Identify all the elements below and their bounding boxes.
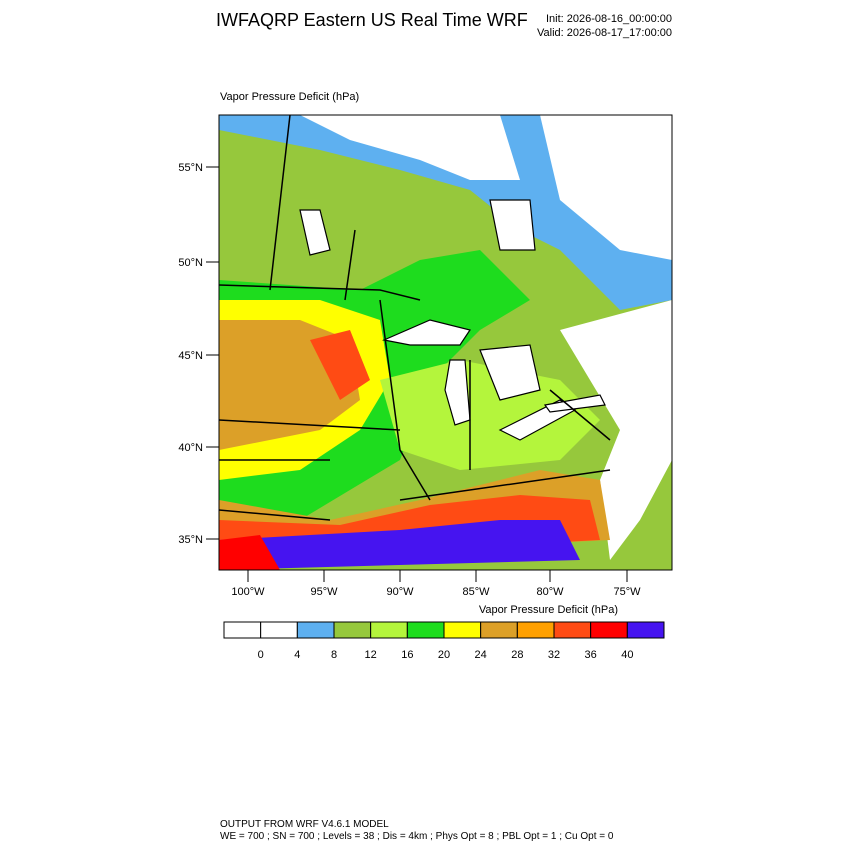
lon-label: 90°W [386,586,414,598]
colorbar-label: 28 [511,649,523,661]
colorbar-label: 32 [548,649,560,661]
colorbar-title: Vapor Pressure Deficit (hPa) [479,604,618,616]
lon-label: 100°W [231,586,265,598]
vpd-field [219,115,672,570]
colorbar-label: 24 [475,649,487,661]
colorbar-box [626,621,665,639]
colorbar-box [223,621,262,639]
colorbar-label: 8 [331,649,337,661]
colorbar-box [516,621,555,639]
colorbar-box [370,621,408,639]
lon-label: 95°W [310,586,338,598]
title: IWFAQRP Eastern US Real Time WRF [216,10,528,30]
colorbar-label: 40 [621,649,633,661]
colorbar-label: 20 [438,649,450,661]
lat-label: 55°N [178,162,203,174]
lat-label: 40°N [178,442,203,454]
colorbar-box [553,621,592,639]
lat-label: 45°N [178,350,203,362]
colorbar-label: 36 [585,649,597,661]
colorbar-box [296,621,335,639]
lon-label: 80°W [536,586,564,598]
colorbar-label: 12 [365,649,377,661]
map-frame [218,114,673,571]
footer-line: OUTPUT FROM WRF V4.6.1 MODEL [220,819,389,830]
map-title: Vapor Pressure Deficit (hPa) [220,91,359,103]
colorbar-box [480,621,518,639]
lat-label: 50°N [178,257,203,269]
colorbar-box [590,621,628,639]
colorbar-box [406,621,445,639]
valid-time: Valid: 2026-08-17_17:00:00 [537,27,672,39]
colorbar-box [443,621,482,639]
footer-line: WE = 700 ; SN = 700 ; Levels = 38 ; Dis … [220,831,614,842]
colorbar-label: 4 [294,649,300,661]
colorbar-label: 16 [401,649,413,661]
colorbar-box [260,621,298,639]
lat-label: 35°N [178,534,203,546]
colorbar-box [333,621,372,639]
init-time: Init: 2026-08-16_00:00:00 [546,13,672,25]
lon-label: 85°W [462,586,490,598]
colorbar-label: 0 [258,649,264,661]
lon-label: 75°W [613,586,641,598]
